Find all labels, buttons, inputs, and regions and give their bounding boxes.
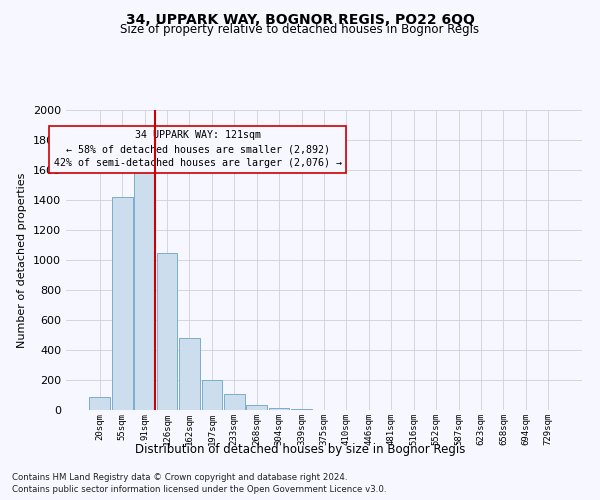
Bar xyxy=(157,252,178,410)
Text: Contains HM Land Registry data © Crown copyright and database right 2024.: Contains HM Land Registry data © Crown c… xyxy=(12,472,347,482)
Y-axis label: Number of detached properties: Number of detached properties xyxy=(17,172,28,348)
Bar xyxy=(224,394,245,410)
Text: Size of property relative to detached houses in Bognor Regis: Size of property relative to detached ho… xyxy=(121,22,479,36)
Bar xyxy=(202,380,222,410)
Bar xyxy=(179,338,200,410)
Bar xyxy=(291,409,312,410)
Text: Contains public sector information licensed under the Open Government Licence v3: Contains public sector information licen… xyxy=(12,485,386,494)
Text: 34, UPPARK WAY, BOGNOR REGIS, PO22 6QQ: 34, UPPARK WAY, BOGNOR REGIS, PO22 6QQ xyxy=(125,12,475,26)
Text: Distribution of detached houses by size in Bognor Regis: Distribution of detached houses by size … xyxy=(135,442,465,456)
Bar xyxy=(269,408,289,410)
Bar xyxy=(89,397,110,410)
Bar xyxy=(134,170,155,410)
Bar xyxy=(112,197,133,410)
Text: 34 UPPARK WAY: 121sqm
← 58% of detached houses are smaller (2,892)
42% of semi-d: 34 UPPARK WAY: 121sqm ← 58% of detached … xyxy=(53,130,341,168)
Bar xyxy=(247,405,267,410)
